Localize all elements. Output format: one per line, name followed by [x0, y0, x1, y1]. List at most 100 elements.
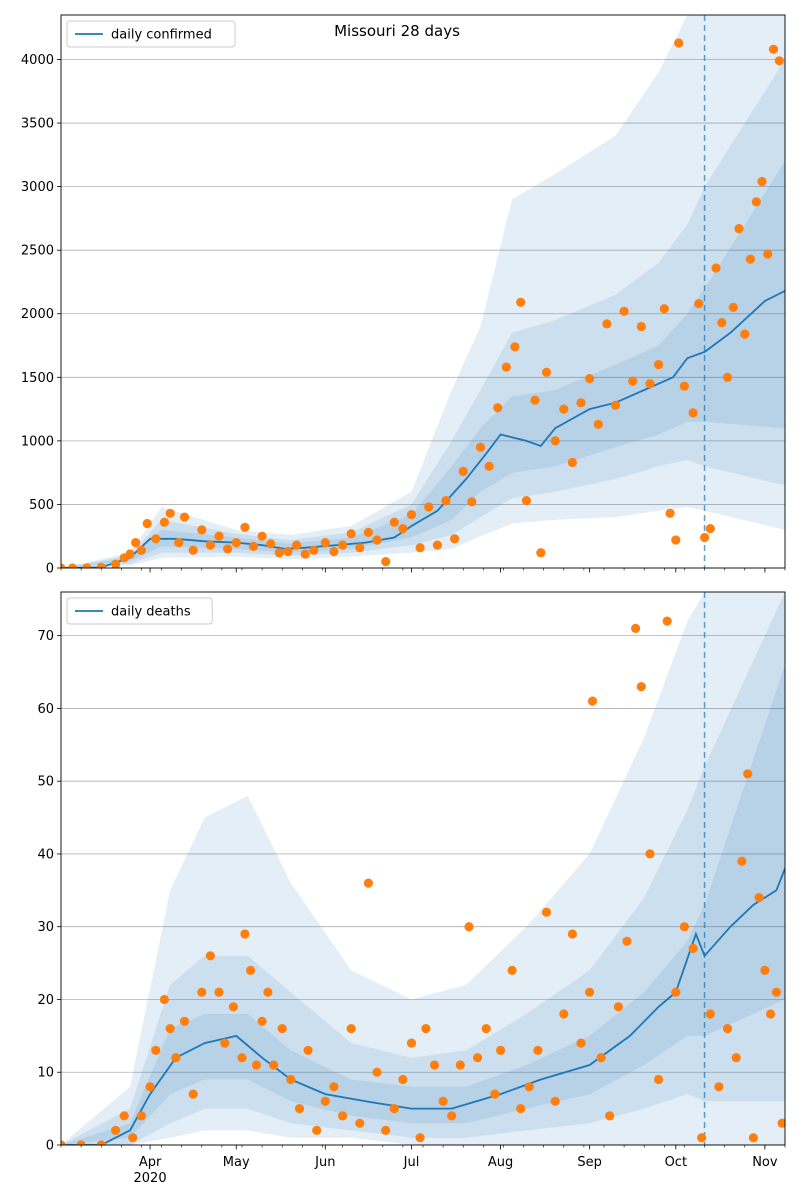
- observed-point: [363, 878, 373, 888]
- observed-point: [96, 562, 106, 568]
- observed-point: [613, 1002, 624, 1012]
- observed-point: [248, 541, 259, 552]
- observed-point: [372, 1067, 382, 1077]
- observed-point: [381, 1125, 391, 1135]
- observed-point: [610, 400, 621, 410]
- observed-point: [536, 548, 546, 558]
- observed-point: [309, 545, 319, 555]
- observed-point: [516, 297, 526, 307]
- x-year-label: 2020: [134, 1171, 167, 1186]
- observed-point: [559, 1009, 569, 1019]
- observed-point: [510, 342, 520, 352]
- observed-point: [406, 509, 417, 520]
- observed-point: [205, 951, 215, 961]
- observed-point: [111, 1125, 121, 1135]
- legend-box: [66, 20, 236, 48]
- observed-point: [441, 496, 451, 506]
- observed-point: [263, 987, 273, 997]
- observed-point: [197, 525, 207, 535]
- observed-point: [587, 696, 598, 706]
- y-tick-label: 10: [37, 1066, 54, 1081]
- observed-point: [717, 318, 727, 328]
- legend-box: [66, 597, 213, 625]
- observed-point: [424, 502, 434, 512]
- observed-point: [214, 987, 224, 997]
- observed-point: [136, 545, 146, 555]
- observed-point: [159, 994, 169, 1005]
- observed-point: [381, 557, 391, 567]
- observed-point: [266, 539, 276, 549]
- observed-point: [567, 929, 578, 939]
- observed-point: [688, 943, 698, 954]
- observed-point: [654, 360, 664, 370]
- uncertainty-band-3: [61, 664, 785, 1145]
- observed-point: [406, 1038, 417, 1048]
- observed-point: [61, 563, 66, 568]
- observed-point: [576, 398, 586, 408]
- observed-point: [131, 538, 141, 548]
- uncertainty-band-2: [61, 592, 785, 1145]
- observed-point: [458, 466, 468, 476]
- observed-point: [743, 769, 753, 779]
- observed-point: [220, 1038, 230, 1048]
- observed-point: [728, 302, 738, 312]
- observed-point: [567, 457, 578, 468]
- observed-point: [300, 549, 310, 559]
- observed-point: [679, 381, 690, 391]
- observed-point: [119, 1111, 129, 1121]
- observed-point: [450, 534, 460, 544]
- y-tick-label: 2500: [21, 244, 54, 259]
- observed-point: [429, 1060, 440, 1070]
- observed-point: [231, 538, 241, 548]
- y-tick-label: 70: [37, 629, 54, 644]
- observed-point: [516, 1104, 526, 1114]
- x-tick-label: Nov: [752, 1155, 778, 1170]
- observed-point: [475, 442, 486, 452]
- observed-point: [734, 224, 744, 234]
- observed-point: [389, 517, 399, 527]
- observed-point: [111, 559, 121, 568]
- observed-point: [455, 1060, 465, 1070]
- observed-point: [619, 306, 629, 316]
- observed-point: [312, 1125, 322, 1135]
- observed-point: [541, 367, 552, 377]
- observed-point: [705, 524, 715, 534]
- observed-point: [294, 1104, 305, 1114]
- observed-point: [61, 1140, 66, 1145]
- observed-point: [237, 1053, 247, 1063]
- panel-confirmed: 0 500 1000 1500 2000 2500 3000 3500 4000 daily co…: [21, 14, 786, 577]
- observed-point: [355, 543, 365, 553]
- observed-point: [490, 1089, 500, 1099]
- observed-point: [82, 563, 92, 568]
- observed-point: [722, 372, 733, 382]
- observed-point: [145, 1082, 155, 1092]
- observed-point: [415, 1133, 425, 1143]
- observed-point: [662, 616, 672, 626]
- uncertainty-band-1: [61, 592, 785, 1145]
- observed-point: [748, 1133, 759, 1143]
- observed-point: [714, 1082, 724, 1092]
- legend: daily confirmed: [66, 20, 236, 48]
- observed-point: [754, 893, 764, 903]
- observed-point: [372, 535, 382, 545]
- observed-point: [292, 540, 302, 550]
- observed-point: [125, 549, 135, 559]
- y-tick-label: 50: [37, 775, 54, 790]
- x-tick-label: Jul: [403, 1155, 420, 1170]
- observed-point: [550, 1096, 560, 1106]
- observed-point: [188, 1089, 198, 1099]
- legend: daily deaths: [66, 597, 213, 625]
- x-tick-label: Jun: [314, 1155, 335, 1170]
- observed-point: [329, 546, 339, 557]
- y-tick-label: 4000: [21, 53, 54, 68]
- observed-point: [740, 329, 750, 339]
- observed-point: [165, 1024, 175, 1034]
- observed-point: [67, 563, 78, 568]
- observed-point: [274, 548, 284, 558]
- observed-point: [286, 1074, 296, 1085]
- observed-point: [757, 176, 767, 187]
- observed-point: [694, 299, 704, 309]
- observed-point: [283, 546, 293, 557]
- observed-point: [257, 531, 267, 541]
